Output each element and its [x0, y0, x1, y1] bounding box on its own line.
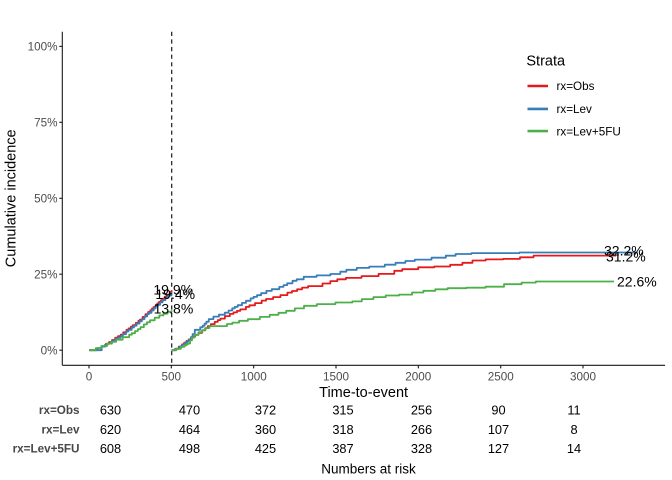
svg-text:266: 266: [411, 422, 432, 437]
svg-text:498: 498: [179, 441, 200, 456]
svg-text:425: 425: [255, 441, 276, 456]
svg-text:rx=Lev: rx=Lev: [557, 103, 593, 116]
svg-text:50%: 50%: [34, 192, 57, 205]
svg-text:127: 127: [488, 441, 509, 456]
svg-text:630: 630: [100, 402, 121, 417]
svg-text:3000: 3000: [570, 371, 597, 384]
svg-text:0%: 0%: [41, 344, 58, 357]
svg-text:19.9%: 19.9%: [153, 282, 193, 298]
svg-text:256: 256: [411, 402, 432, 417]
svg-text:11: 11: [567, 402, 580, 417]
svg-text:500: 500: [162, 371, 182, 384]
svg-text:Time-to-event: Time-to-event: [319, 385, 408, 401]
svg-text:1500: 1500: [323, 371, 350, 384]
svg-text:rx=Lev+5FU: rx=Lev+5FU: [557, 125, 621, 138]
svg-text:22.6%: 22.6%: [617, 273, 657, 289]
svg-text:19.4%: 19.4%: [155, 286, 195, 302]
svg-text:620: 620: [100, 422, 121, 437]
svg-text:Strata: Strata: [526, 54, 566, 70]
svg-text:90: 90: [491, 402, 505, 417]
svg-text:315: 315: [332, 402, 353, 417]
svg-text:rx=Obs: rx=Obs: [557, 80, 595, 93]
svg-text:rx=Lev+5FU: rx=Lev+5FU: [13, 443, 80, 456]
svg-text:rx=Lev: rx=Lev: [41, 424, 80, 437]
svg-text:608: 608: [100, 441, 121, 456]
svg-text:31.2%: 31.2%: [606, 248, 646, 264]
svg-text:14: 14: [567, 441, 581, 456]
svg-text:0: 0: [86, 371, 93, 384]
svg-text:1000: 1000: [241, 371, 268, 384]
svg-text:2000: 2000: [405, 371, 432, 384]
svg-text:Numbers at risk: Numbers at risk: [321, 462, 416, 477]
svg-text:2500: 2500: [488, 371, 515, 384]
svg-text:360: 360: [255, 422, 276, 437]
svg-text:75%: 75%: [34, 116, 57, 129]
svg-text:318: 318: [332, 422, 353, 437]
svg-text:8: 8: [570, 422, 577, 437]
svg-text:Cumulative incidence: Cumulative incidence: [4, 129, 20, 267]
svg-text:328: 328: [411, 441, 432, 456]
svg-text:464: 464: [179, 422, 200, 437]
svg-text:387: 387: [332, 441, 353, 456]
svg-text:107: 107: [488, 422, 509, 437]
svg-text:372: 372: [255, 402, 276, 417]
svg-text:rx=Obs: rx=Obs: [39, 404, 80, 417]
svg-text:32.2%: 32.2%: [604, 242, 644, 258]
svg-text:25%: 25%: [34, 268, 57, 281]
svg-text:13.8%: 13.8%: [154, 301, 194, 317]
svg-text:100%: 100%: [28, 41, 58, 54]
svg-text:470: 470: [179, 402, 200, 417]
